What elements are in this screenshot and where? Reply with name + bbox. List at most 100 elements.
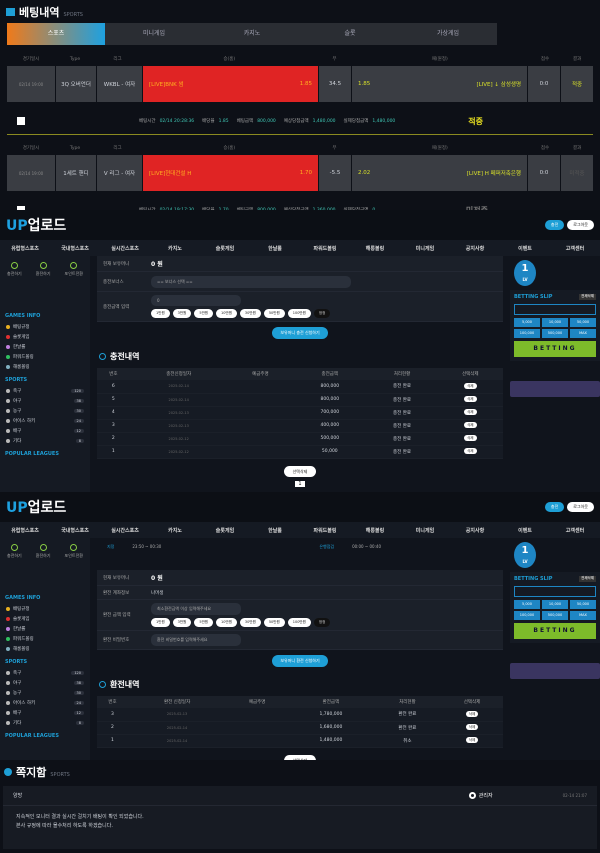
delete-button[interactable]: 삭제 <box>464 382 477 389</box>
nav-item[interactable]: 실시간스포츠 <box>111 245 139 252</box>
slip-amount-button[interactable]: MAX <box>570 611 596 620</box>
quick-2[interactable]: 포인트전환 <box>65 544 83 559</box>
header-button-0[interactable]: 충전 <box>544 502 565 512</box>
games-info-item[interactable]: 한날롤 <box>0 624 90 634</box>
slip-clear-button[interactable]: 전체삭제 <box>579 294 596 300</box>
delete-button[interactable]: 삭제 <box>464 448 477 454</box>
games-info-item[interactable]: 해롱볼링 <box>0 362 90 372</box>
nav-item[interactable]: 카지노 <box>168 527 182 534</box>
amount-button[interactable]: 10만원 <box>216 309 237 318</box>
promo-banner[interactable] <box>510 381 600 397</box>
slip-amount-button[interactable]: 100,000 <box>514 329 540 338</box>
amount-button[interactable]: 1만원 <box>151 309 170 318</box>
delete-button[interactable]: 삭제 <box>465 710 479 717</box>
amount-button[interactable]: 30만원 <box>239 309 261 318</box>
header-button-1[interactable]: 로그아웃 <box>567 220 594 230</box>
amount-input[interactable]: 최소환전금액 이상 입력해주세요 <box>151 603 241 615</box>
amount-button[interactable]: 5만원 <box>194 309 214 318</box>
quick-0[interactable]: 충전하기 <box>7 544 22 559</box>
amount-button[interactable]: 3만원 <box>172 618 192 627</box>
quick-0[interactable]: 충전하기 <box>7 262 22 277</box>
logo[interactable]: UP업로드 <box>6 497 66 517</box>
nav-item[interactable]: 카지노 <box>168 245 182 252</box>
slip-amount-button[interactable]: 5,000 <box>514 318 540 327</box>
amount-button[interactable]: 10만원 <box>216 618 237 627</box>
nav-item[interactable]: 해롱볼링 <box>365 527 385 534</box>
delete-button[interactable]: 삭제 <box>464 422 477 428</box>
logo[interactable]: UP업로드 <box>6 215 66 235</box>
delete-button[interactable]: 삭제 <box>464 435 477 441</box>
tab-1[interactable]: 미니게임 <box>142 30 166 37</box>
page-current[interactable]: 1 <box>295 480 305 487</box>
nav-item[interactable]: 슬롯게임 <box>215 527 235 534</box>
betting-button[interactable]: BETTING <box>514 623 596 639</box>
tab-0[interactable]: 스포츠 <box>7 23 105 45</box>
sport-item[interactable]: 야구 38 <box>0 678 90 688</box>
sport-item[interactable]: 농구 30 <box>0 406 90 416</box>
nav-item[interactable]: 국내형스포츠 <box>61 245 89 252</box>
slip-amount-input[interactable] <box>514 304 596 315</box>
sport-item[interactable]: 배구 12 <box>0 426 90 436</box>
sport-item[interactable]: 축구 120 <box>0 668 90 678</box>
tab-4[interactable]: 가상게임 <box>436 30 460 37</box>
amount-button[interactable]: 30만원 <box>239 618 261 627</box>
sport-item[interactable]: 아이스 하키 24 <box>0 698 90 708</box>
tab-3[interactable]: 슬롯 <box>344 30 356 37</box>
sport-item[interactable]: 기타 8 <box>0 436 90 446</box>
games-info-item[interactable]: 배팅규정 <box>0 322 90 332</box>
slip-amount-button[interactable]: 50,000 <box>570 600 596 609</box>
select-checkbox[interactable] <box>17 117 25 125</box>
nav-item[interactable]: 한날롤 <box>268 527 282 534</box>
bet-cell-home[interactable]: [LIVE]BNK 썸 1.85 <box>143 66 318 102</box>
submit-button[interactable]: 보유머니 환전 신청하기 <box>272 655 328 667</box>
nav-item[interactable]: 파워드볼링 <box>313 245 337 252</box>
slip-amount-button[interactable]: MAX <box>570 329 596 338</box>
nav-item[interactable]: 슬롯게임 <box>215 245 235 252</box>
amount-button[interactable]: 5만원 <box>194 618 214 627</box>
sport-item[interactable]: 기타 8 <box>0 718 90 728</box>
amount-button[interactable]: 50만원 <box>263 309 285 318</box>
header-button-1[interactable]: 로그아웃 <box>567 502 594 512</box>
slip-amount-button[interactable]: 10,000 <box>542 600 568 609</box>
nav-item[interactable]: 유럽형스포츠 <box>11 527 39 534</box>
games-info-item[interactable]: 파워드볼링 <box>0 634 90 644</box>
tab-2[interactable]: 카지노 <box>243 30 261 37</box>
amount-button[interactable]: 100만원 <box>287 309 311 318</box>
select-delete-button[interactable]: 선택삭제 <box>283 465 317 477</box>
games-info-item[interactable]: 슬롯게임 <box>0 332 90 342</box>
sport-item[interactable]: 농구 30 <box>0 688 90 698</box>
nav-item[interactable]: 공지사항 <box>465 527 485 534</box>
delete-button[interactable]: 삭제 <box>464 409 477 415</box>
password-input[interactable]: 환전 비밀번호를 입력해주세요 <box>151 634 241 646</box>
delete-button[interactable]: 삭제 <box>465 737 479 743</box>
games-info-item[interactable]: 슬롯게임 <box>0 614 90 624</box>
quick-1[interactable]: 환전하기 <box>36 262 51 277</box>
nav-item[interactable]: 미니게임 <box>415 245 435 252</box>
nav-item[interactable]: 고객센터 <box>565 245 585 252</box>
nav-item[interactable]: 유럽형스포츠 <box>11 245 39 252</box>
games-info-item[interactable]: 한날롤 <box>0 342 90 352</box>
amount-button[interactable]: 1만원 <box>151 618 170 627</box>
amount-input[interactable]: 0 <box>151 295 241 306</box>
slip-amount-button[interactable]: 100,000 <box>514 611 540 620</box>
quick-1[interactable]: 환전하기 <box>36 544 51 559</box>
slip-amount-input[interactable] <box>514 586 596 597</box>
bonus-select[interactable]: == 보너스 선택 == <box>151 275 351 288</box>
header-button-0[interactable]: 충전 <box>544 220 565 230</box>
sport-item[interactable]: 아이스 하키 24 <box>0 416 90 426</box>
slip-amount-button[interactable]: 500,000 <box>542 329 568 338</box>
select-delete-button[interactable]: 선택삭제 <box>283 754 317 760</box>
slip-amount-button[interactable]: 5,000 <box>514 600 540 609</box>
amount-button[interactable]: 정정 <box>313 618 331 627</box>
nav-item[interactable]: 미니게임 <box>415 527 435 534</box>
games-info-item[interactable]: 배팅규정 <box>0 604 90 614</box>
amount-button[interactable]: 50만원 <box>263 618 285 627</box>
nav-item[interactable]: 실시간스포츠 <box>111 527 139 534</box>
amount-button[interactable]: 정정 <box>313 309 331 318</box>
sport-item[interactable]: 배구 12 <box>0 708 90 718</box>
bet-cell-away[interactable]: 1.85 [LIVE] ↓ 삼성생명 <box>352 66 527 102</box>
nav-item[interactable]: 고객센터 <box>565 527 585 534</box>
games-info-item[interactable]: 파워드볼링 <box>0 352 90 362</box>
slip-clear-button[interactable]: 전체삭제 <box>579 576 596 582</box>
delete-button[interactable]: 삭제 <box>464 396 477 402</box>
